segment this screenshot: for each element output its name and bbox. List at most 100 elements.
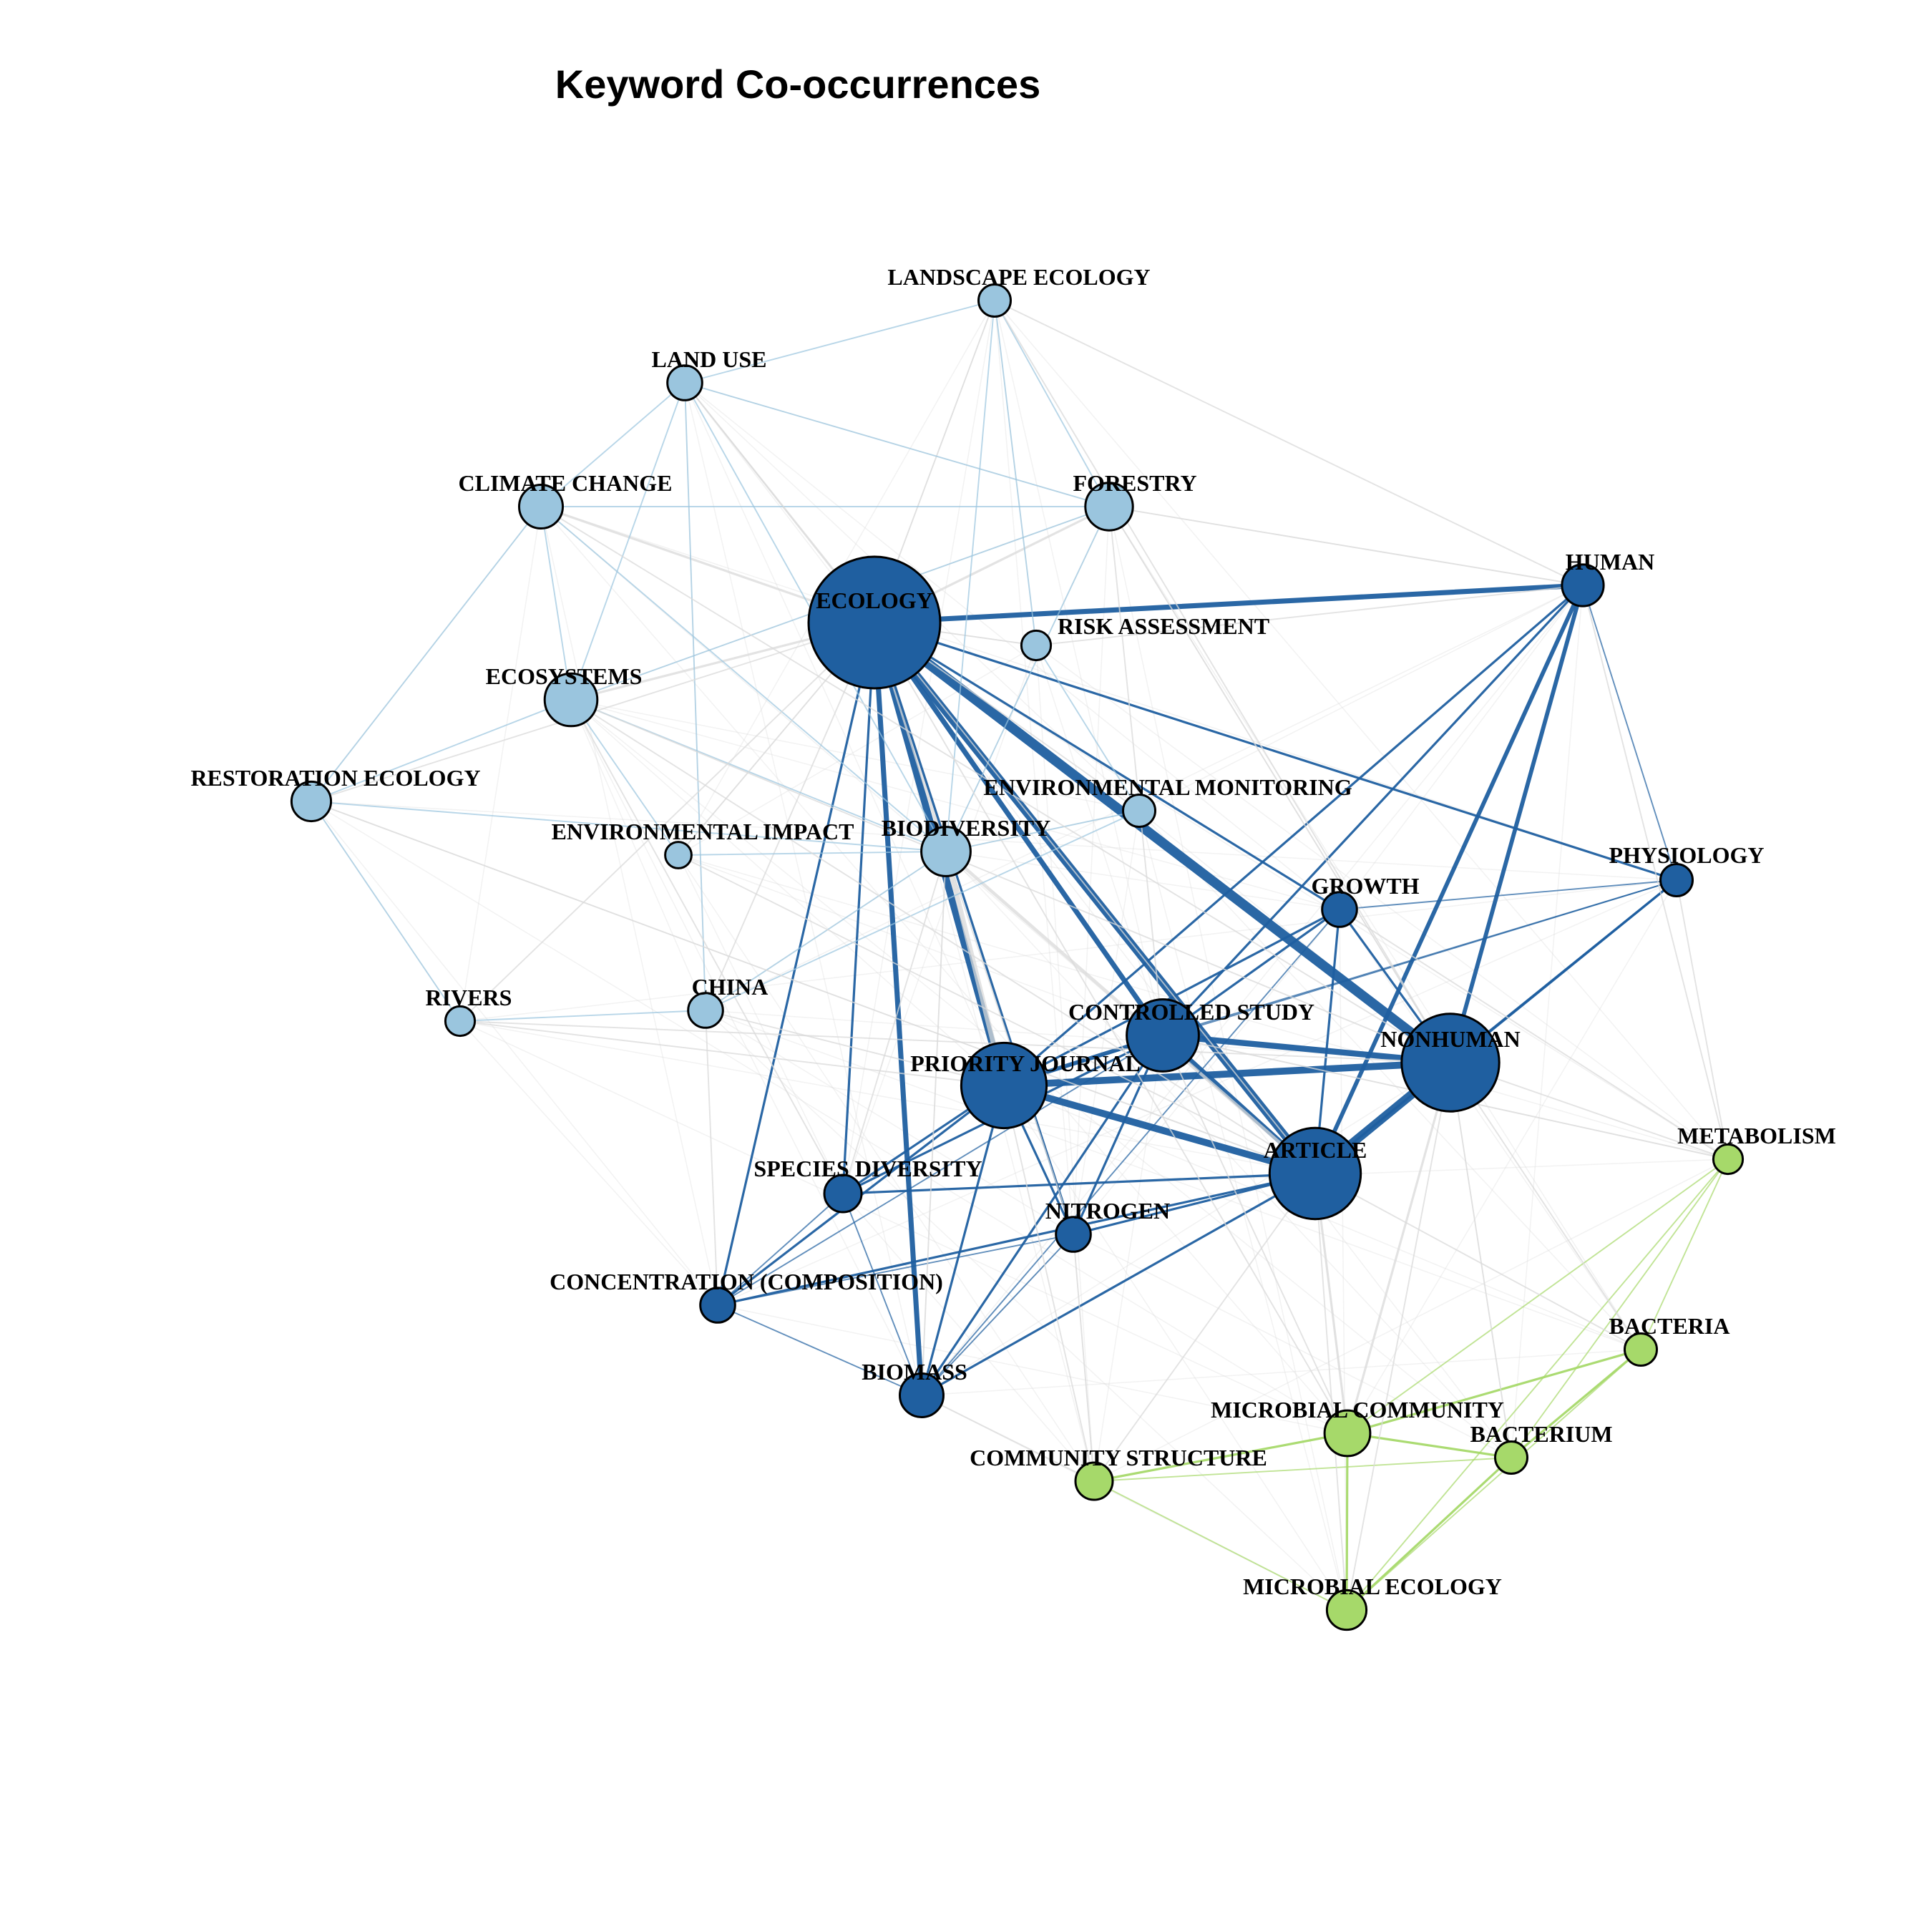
- edge-restoration_ecology-biodiversity: [311, 801, 947, 852]
- edge-ecology-china: [705, 622, 875, 1011]
- edge-priority_journal-community_structure: [1003, 1085, 1095, 1482]
- background-edge: [874, 622, 1729, 1160]
- node-ecosystems[interactable]: [543, 672, 599, 728]
- background-edge: [459, 1020, 1348, 1434]
- edge-article-human: [1313, 583, 1585, 1176]
- edge-article-biomass: [920, 1172, 1317, 1397]
- edge-concentration-china: [705, 1010, 718, 1306]
- node-label-environmental_monitoring: ENVIRONMENTAL MONITORING: [983, 774, 1352, 800]
- node-label-risk_assessment: RISK ASSESSMENT: [1058, 613, 1269, 639]
- node-china[interactable]: [687, 992, 724, 1029]
- node-landscape_ecology[interactable]: [977, 283, 1012, 318]
- node-environmental_impact[interactable]: [664, 841, 693, 869]
- background-edge: [570, 699, 1140, 811]
- node-nitrogen[interactable]: [1055, 1216, 1092, 1253]
- background-edge: [1511, 585, 1584, 1458]
- node-restoration_ecology[interactable]: [290, 780, 333, 823]
- edge-ecology-physiology: [873, 621, 1678, 882]
- edge-climate_change-land_use: [540, 382, 686, 507]
- edge-bacteria-metabolism: [1640, 1158, 1729, 1350]
- edge-forestry-biodiversity: [945, 506, 1110, 852]
- edge-ecology-microbial_community: [874, 622, 1348, 1434]
- edge-article-microbial_ecology: [1314, 1173, 1347, 1611]
- node-label-ecology: ECOLOGY: [816, 587, 933, 613]
- background-edge: [945, 851, 1340, 910]
- edge-landscape_ecology-risk_assessment: [994, 300, 1037, 646]
- edge-human-physiology: [1582, 585, 1677, 881]
- background-edge: [717, 1304, 1348, 1434]
- node-community_structure[interactable]: [1074, 1461, 1114, 1501]
- edge-microbial_community-bacterium: [1346, 1432, 1513, 1459]
- edge-nonhuman-bacterium: [1450, 1062, 1512, 1458]
- edge-bacterium-community_structure: [1093, 1457, 1512, 1482]
- node-environmental_monitoring[interactable]: [1122, 794, 1156, 828]
- node-human[interactable]: [1561, 563, 1605, 608]
- node-land_use[interactable]: [666, 364, 703, 401]
- edge-nonhuman-microbial_community: [1346, 1061, 1452, 1435]
- edge-nitrogen-community_structure: [1073, 1234, 1095, 1482]
- node-physiology[interactable]: [1659, 863, 1694, 897]
- node-label-metabolism: METABOLISM: [1677, 1123, 1836, 1148]
- node-label-article: ARTICLE: [1264, 1137, 1367, 1163]
- background-edge: [994, 300, 1163, 1036]
- node-growth[interactable]: [1321, 891, 1358, 928]
- node-microbial_ecology[interactable]: [1325, 1589, 1368, 1631]
- node-label-controlled_study: CONTROLLED STUDY: [1068, 999, 1314, 1025]
- edge-human-metabolism: [1582, 585, 1729, 1160]
- node-climate_change[interactable]: [518, 484, 564, 530]
- edge-biomass-biodiversity: [921, 851, 947, 1396]
- edge-article-biodiversity: [944, 849, 1317, 1176]
- node-species_diversity[interactable]: [823, 1174, 863, 1214]
- background-edge: [1073, 810, 1140, 1235]
- node-label-nonhuman: NONHUMAN: [1380, 1026, 1521, 1052]
- edge-biomass-community_structure: [921, 1395, 1095, 1482]
- background-edge: [1138, 810, 1641, 1350]
- edge-land_use-landscape_ecology: [684, 300, 995, 384]
- background-edge: [945, 851, 1512, 1458]
- edge-climate_change-nonhuman: [540, 506, 1451, 1063]
- edge-forestry-nonhuman: [1108, 506, 1451, 1063]
- node-controlled_study[interactable]: [1126, 998, 1200, 1073]
- edge-article-community_structure: [1093, 1173, 1316, 1482]
- background-edge: [1138, 810, 1347, 1611]
- node-metabolism[interactable]: [1712, 1143, 1745, 1176]
- edge-human-risk_assessment: [1035, 585, 1584, 646]
- node-risk_assessment[interactable]: [1020, 629, 1053, 662]
- edge-growth-physiology: [1339, 879, 1677, 910]
- edge-community_structure-microbial_ecology: [1093, 1480, 1347, 1611]
- node-biodiversity[interactable]: [920, 826, 972, 877]
- background-edge: [459, 506, 542, 1022]
- edge-article-physiology: [1314, 879, 1678, 1175]
- edge-ecosystems-article: [570, 699, 1316, 1174]
- node-rivers[interactable]: [444, 1005, 477, 1038]
- node-label-microbial_ecology: MICROBIAL ECOLOGY: [1243, 1574, 1502, 1599]
- node-label-biomass: BIOMASS: [862, 1359, 967, 1385]
- edge-land_use-article: [684, 382, 1316, 1174]
- node-biomass[interactable]: [899, 1372, 945, 1418]
- node-forestry[interactable]: [1084, 482, 1134, 532]
- node-nonhuman[interactable]: [1400, 1013, 1501, 1113]
- edge-priority_journal-human: [1002, 584, 1584, 1087]
- edge-biodiversity-china: [705, 851, 947, 1011]
- background-edge: [684, 382, 922, 1396]
- node-bacterium[interactable]: [1494, 1440, 1528, 1475]
- edge-restoration_ecology-article: [311, 801, 1316, 1174]
- node-bacteria[interactable]: [1624, 1332, 1658, 1367]
- node-label-community_structure: COMMUNITY STRUCTURE: [970, 1445, 1267, 1470]
- edge-ecosystems-restoration_ecology: [311, 699, 572, 802]
- edge-landscape_ecology-forestry: [994, 300, 1110, 507]
- edge-bacteria-microbial_ecology: [1346, 1349, 1641, 1611]
- background-edge: [459, 1020, 1316, 1174]
- node-priority_journal[interactable]: [960, 1041, 1048, 1130]
- node-microbial_community[interactable]: [1323, 1409, 1372, 1458]
- edge-priority_journal-china: [705, 1010, 1005, 1086]
- edge-landscape_ecology-human: [994, 300, 1584, 586]
- edge-controlled_study-concentration: [717, 1035, 1163, 1306]
- node-article[interactable]: [1268, 1126, 1362, 1221]
- node-concentration[interactable]: [699, 1287, 736, 1324]
- node-ecology[interactable]: [807, 555, 942, 690]
- edge-species_diversity-ecosystems: [570, 699, 844, 1194]
- edge-priority_journal-rivers: [459, 1020, 1005, 1086]
- background-edge: [994, 300, 1729, 1160]
